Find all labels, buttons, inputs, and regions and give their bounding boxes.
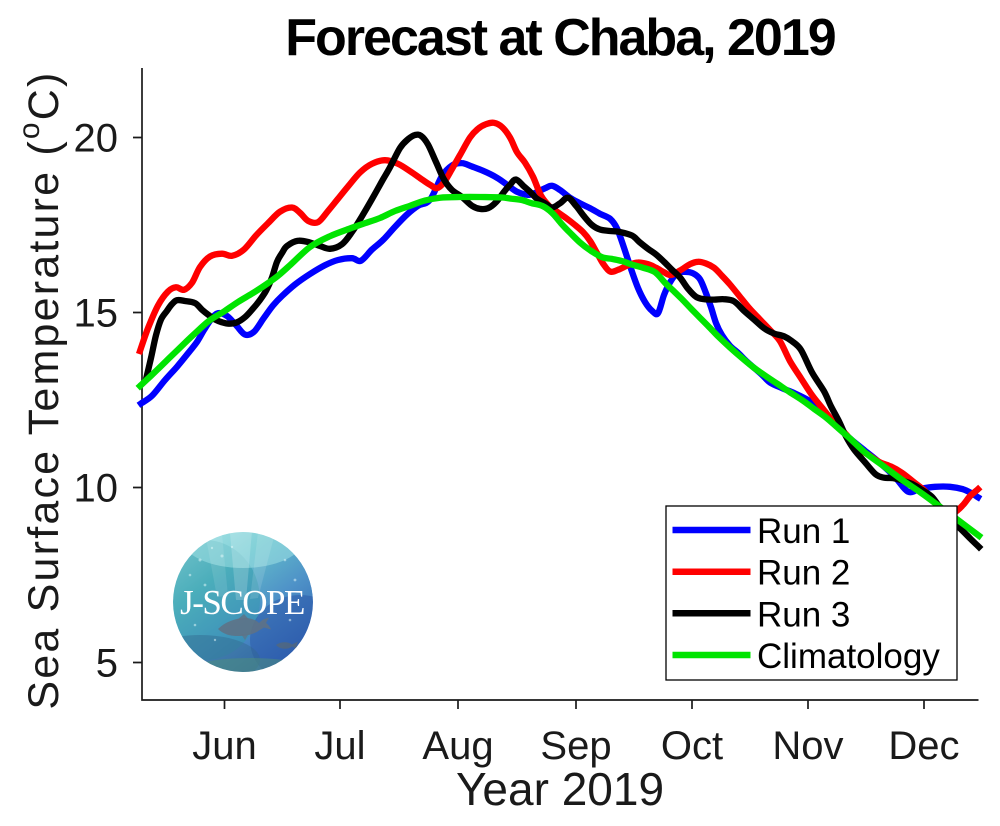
- svg-text:Oct: Oct: [661, 724, 723, 768]
- svg-text:Climatology: Climatology: [757, 637, 940, 676]
- svg-text:Aug: Aug: [422, 724, 493, 768]
- svg-text:Run 3: Run 3: [757, 595, 850, 634]
- svg-text:Jun: Jun: [192, 724, 257, 768]
- svg-text:15: 15: [74, 292, 119, 336]
- svg-text:10: 10: [74, 467, 119, 511]
- svg-text:Run 2: Run 2: [757, 554, 850, 593]
- svg-text:Year 2019: Year 2019: [456, 763, 664, 815]
- svg-text:Forecast at Chaba, 2019: Forecast at Chaba, 2019: [285, 9, 834, 67]
- svg-text:Jul: Jul: [314, 724, 365, 768]
- svg-text:Sea Surface Temperature (oC): Sea Surface Temperature (oC): [13, 70, 68, 709]
- svg-text:Sep: Sep: [540, 724, 611, 768]
- svg-text:J-SCOPE: J-SCOPE: [180, 583, 304, 622]
- svg-text:Dec: Dec: [888, 724, 959, 768]
- svg-text:5: 5: [96, 642, 118, 686]
- svg-text:Run 1: Run 1: [757, 512, 850, 551]
- svg-text:20: 20: [74, 117, 119, 161]
- svg-text:Nov: Nov: [772, 724, 843, 768]
